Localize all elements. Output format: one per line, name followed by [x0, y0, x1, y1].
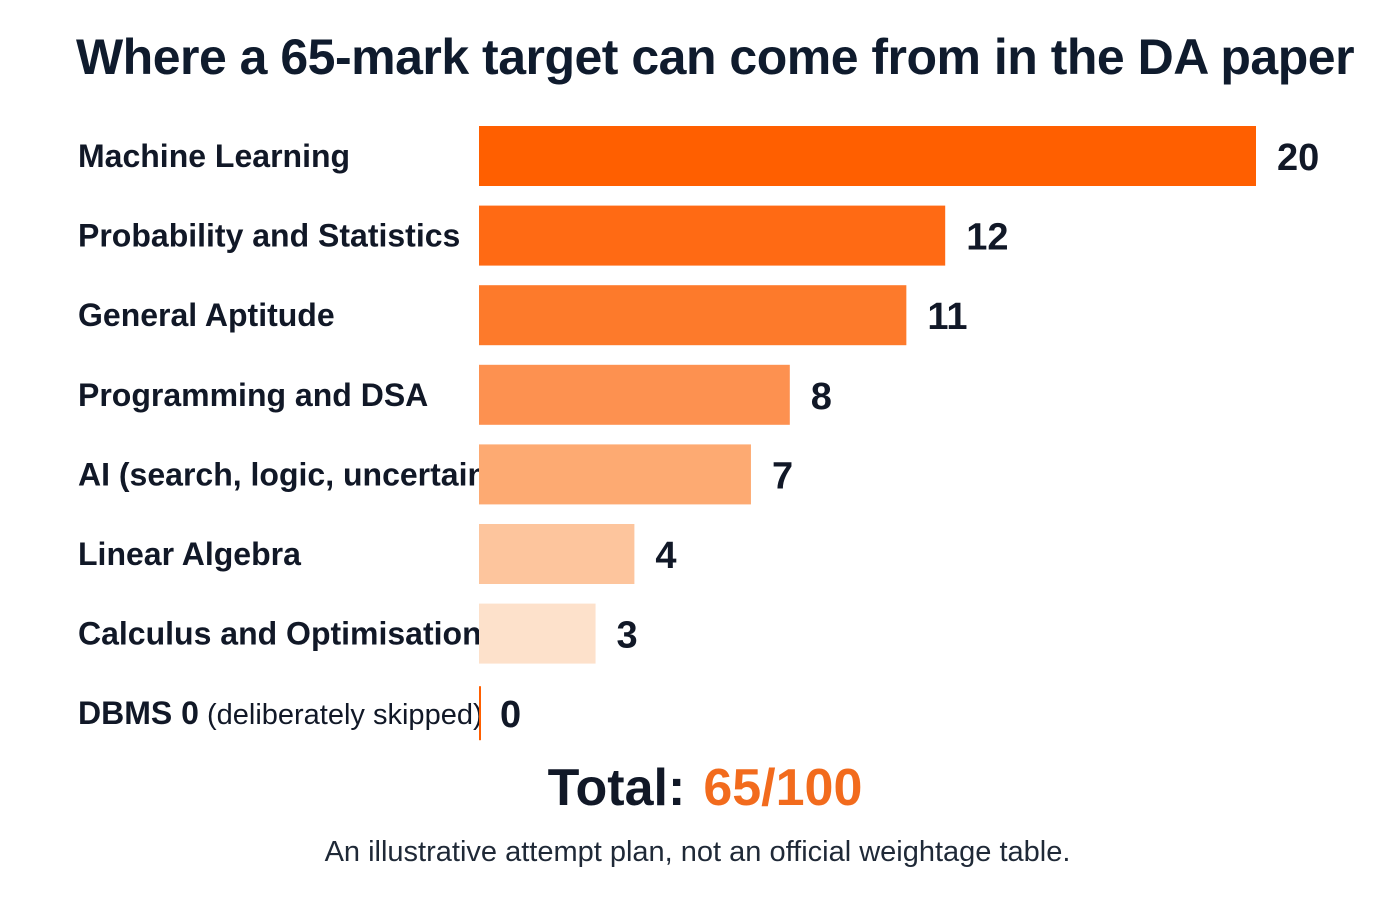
- category-label: DBMS 0 (deliberately skipped): [78, 695, 483, 731]
- total-label: Total:: [547, 759, 686, 817]
- bar-zero-marker: [479, 686, 481, 741]
- bar: [479, 285, 907, 346]
- category-label: AI (search, logic, uncertainty): [78, 456, 526, 492]
- footnote: An illustrative attempt plan, not an off…: [324, 836, 1071, 868]
- category-label: General Aptitude: [78, 297, 335, 333]
- value-label: 11: [927, 296, 967, 338]
- category-label: Machine Learning: [78, 138, 350, 174]
- bar: [479, 126, 1256, 186]
- bar: [479, 524, 635, 584]
- category-label: Linear Algebra: [78, 536, 301, 572]
- value-label: 0: [500, 694, 521, 736]
- value-label: 20: [1277, 137, 1319, 179]
- value-label: 7: [772, 455, 793, 497]
- category-label: Programming and DSA: [78, 377, 428, 413]
- bar: [479, 444, 751, 505]
- bar: [479, 364, 790, 425]
- bar-chart: Machine Learning 20 Probability and Statis…: [78, 126, 1319, 741]
- value-label: 12: [966, 217, 1008, 259]
- total-summary: Total: 65/100: [0, 758, 1400, 818]
- bar: [479, 603, 596, 664]
- category-label: Calculus and Optimisation: [78, 616, 482, 652]
- total-value: 65/100: [703, 759, 863, 817]
- value-label: 3: [617, 615, 638, 657]
- value-label: 4: [655, 535, 676, 577]
- chart-title: Where a 65-mark target can come from in …: [75, 29, 1355, 85]
- category-label: Probability and Statistics: [78, 218, 460, 254]
- bar: [479, 205, 946, 266]
- value-label: 8: [811, 376, 832, 418]
